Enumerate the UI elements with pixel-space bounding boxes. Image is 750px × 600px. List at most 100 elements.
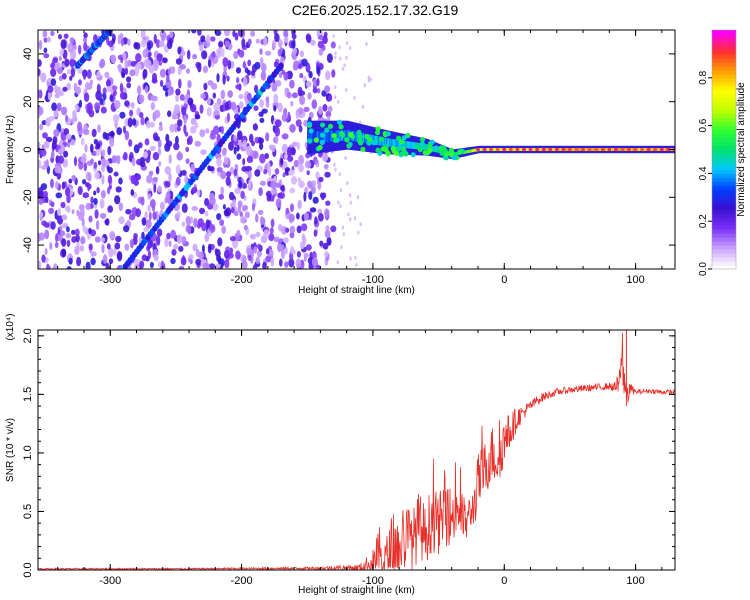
heatmap-cell: [237, 200, 243, 208]
heatmap-cell: [310, 39, 316, 46]
heatmap-cell: [113, 90, 117, 96]
heatmap-cell: [129, 239, 134, 249]
heatmap-cell: [233, 169, 238, 176]
heatmap-cell: [227, 59, 232, 70]
carrier-speckle: [324, 127, 330, 133]
colorbar-segment: [712, 209, 736, 214]
heatmap-cell: [197, 30, 202, 36]
heatmap-cell: [137, 142, 143, 149]
heatmap-cell: [53, 108, 59, 118]
heatmap-cell: [223, 209, 230, 217]
heatmap-cell: [114, 100, 121, 109]
heatmap-cell: [315, 158, 319, 165]
heatmap-cell: [238, 49, 245, 58]
heatmap-cell: [265, 190, 272, 198]
heatmap-cell: [248, 179, 252, 189]
heatmap-cell: [357, 230, 360, 235]
heatmap-cell: [140, 196, 145, 206]
heatmap-cell: [203, 82, 208, 91]
colorbar-segment: [712, 45, 736, 51]
heatmap-cell: [194, 140, 202, 147]
heatmap-cell: [185, 146, 190, 153]
heatmap-cell: [275, 198, 282, 208]
heatmap-cell: [40, 148, 47, 157]
heatmap-cell: [224, 101, 230, 111]
heatmap-cell: [76, 256, 82, 267]
heatmap-cell: [49, 115, 55, 122]
heatmap-cell: [129, 109, 134, 117]
snr-frame: [37, 329, 676, 571]
carrier-peak: [640, 147, 645, 152]
heatmap-cell: [88, 183, 92, 190]
colorbar-segment: [712, 93, 736, 99]
heatmap-cell: [317, 88, 321, 94]
heatmap-cell: [267, 166, 272, 177]
heatmap-cell: [148, 121, 156, 128]
carrier-speckle: [357, 134, 363, 140]
heatmap-cell: [41, 254, 46, 263]
heatmap-cell: [67, 42, 74, 53]
heatmap-cell: [82, 70, 87, 80]
heatmap-cell: [284, 87, 290, 94]
carrier-core: [512, 148, 515, 151]
heatmap-cell: [242, 139, 247, 150]
heatmap-cell: [195, 258, 202, 266]
heatmap-cell: [127, 59, 132, 67]
heatmap-cell: [96, 142, 101, 150]
heatmap-cell: [99, 212, 107, 219]
heatmap-cell: [205, 128, 210, 134]
heatmap-cell: [204, 233, 210, 243]
heatmap-cell: [255, 38, 260, 44]
heatmap-cell: [242, 158, 246, 166]
heatmap-cell: [118, 177, 123, 185]
heatmap-cell: [242, 76, 248, 87]
carrier-speckle: [327, 123, 334, 129]
heatmap-cell: [240, 190, 245, 199]
heatmap-cell: [317, 105, 323, 115]
colorbar-segment: [712, 177, 736, 182]
heatmap-y-tick-label: -40: [22, 237, 34, 253]
carrier-peak: [561, 147, 566, 152]
heatmap-cell: [119, 111, 126, 119]
heatmap-cell: [43, 53, 50, 59]
heatmap-cell: [155, 166, 160, 175]
snr-x-tick-label: 100: [626, 575, 644, 587]
heatmap-cell: [201, 50, 208, 60]
heatmap-cell: [125, 208, 132, 215]
heatmap-cell: [289, 203, 295, 213]
heatmap-cell: [109, 138, 115, 148]
carrier-speckle: [338, 124, 344, 130]
carrier-core: [553, 148, 556, 151]
heatmap-cell: [301, 58, 308, 67]
heatmap-cell: [77, 67, 84, 75]
carrier-peak: [528, 147, 533, 152]
carrier-peak: [659, 147, 664, 152]
heatmap-cell: [223, 30, 231, 37]
heatmap-cell: [102, 149, 106, 158]
heatmap-cell: [318, 176, 324, 183]
heatmap-cell: [139, 161, 146, 167]
heatmap-cell: [106, 85, 113, 93]
heatmap-cell: [246, 145, 252, 153]
heatmap-cell: [93, 190, 97, 196]
heatmap-cell: [235, 67, 242, 74]
colorbar-segment: [712, 37, 736, 43]
colorbar-segment: [712, 49, 736, 55]
carrier-speckle: [443, 155, 449, 161]
heatmap-cell: [43, 140, 50, 149]
heatmap-cell: [218, 257, 222, 265]
carrier-speckle: [403, 151, 409, 157]
heatmap-cell: [235, 84, 242, 90]
carrier-peak: [508, 147, 513, 152]
heatmap-cell: [258, 137, 262, 144]
heatmap-cell: [71, 209, 75, 215]
heatmap-cell: [38, 159, 42, 169]
heatmap-cell: [130, 175, 137, 185]
heatmap-cell: [312, 87, 318, 94]
heatmap-cell: [124, 100, 130, 107]
heatmap-cell: [139, 260, 145, 269]
heatmap-cell: [277, 102, 283, 113]
heatmap-cell: [187, 225, 191, 235]
heatmap-cell: [289, 187, 296, 194]
heatmap-cell: [179, 94, 185, 101]
